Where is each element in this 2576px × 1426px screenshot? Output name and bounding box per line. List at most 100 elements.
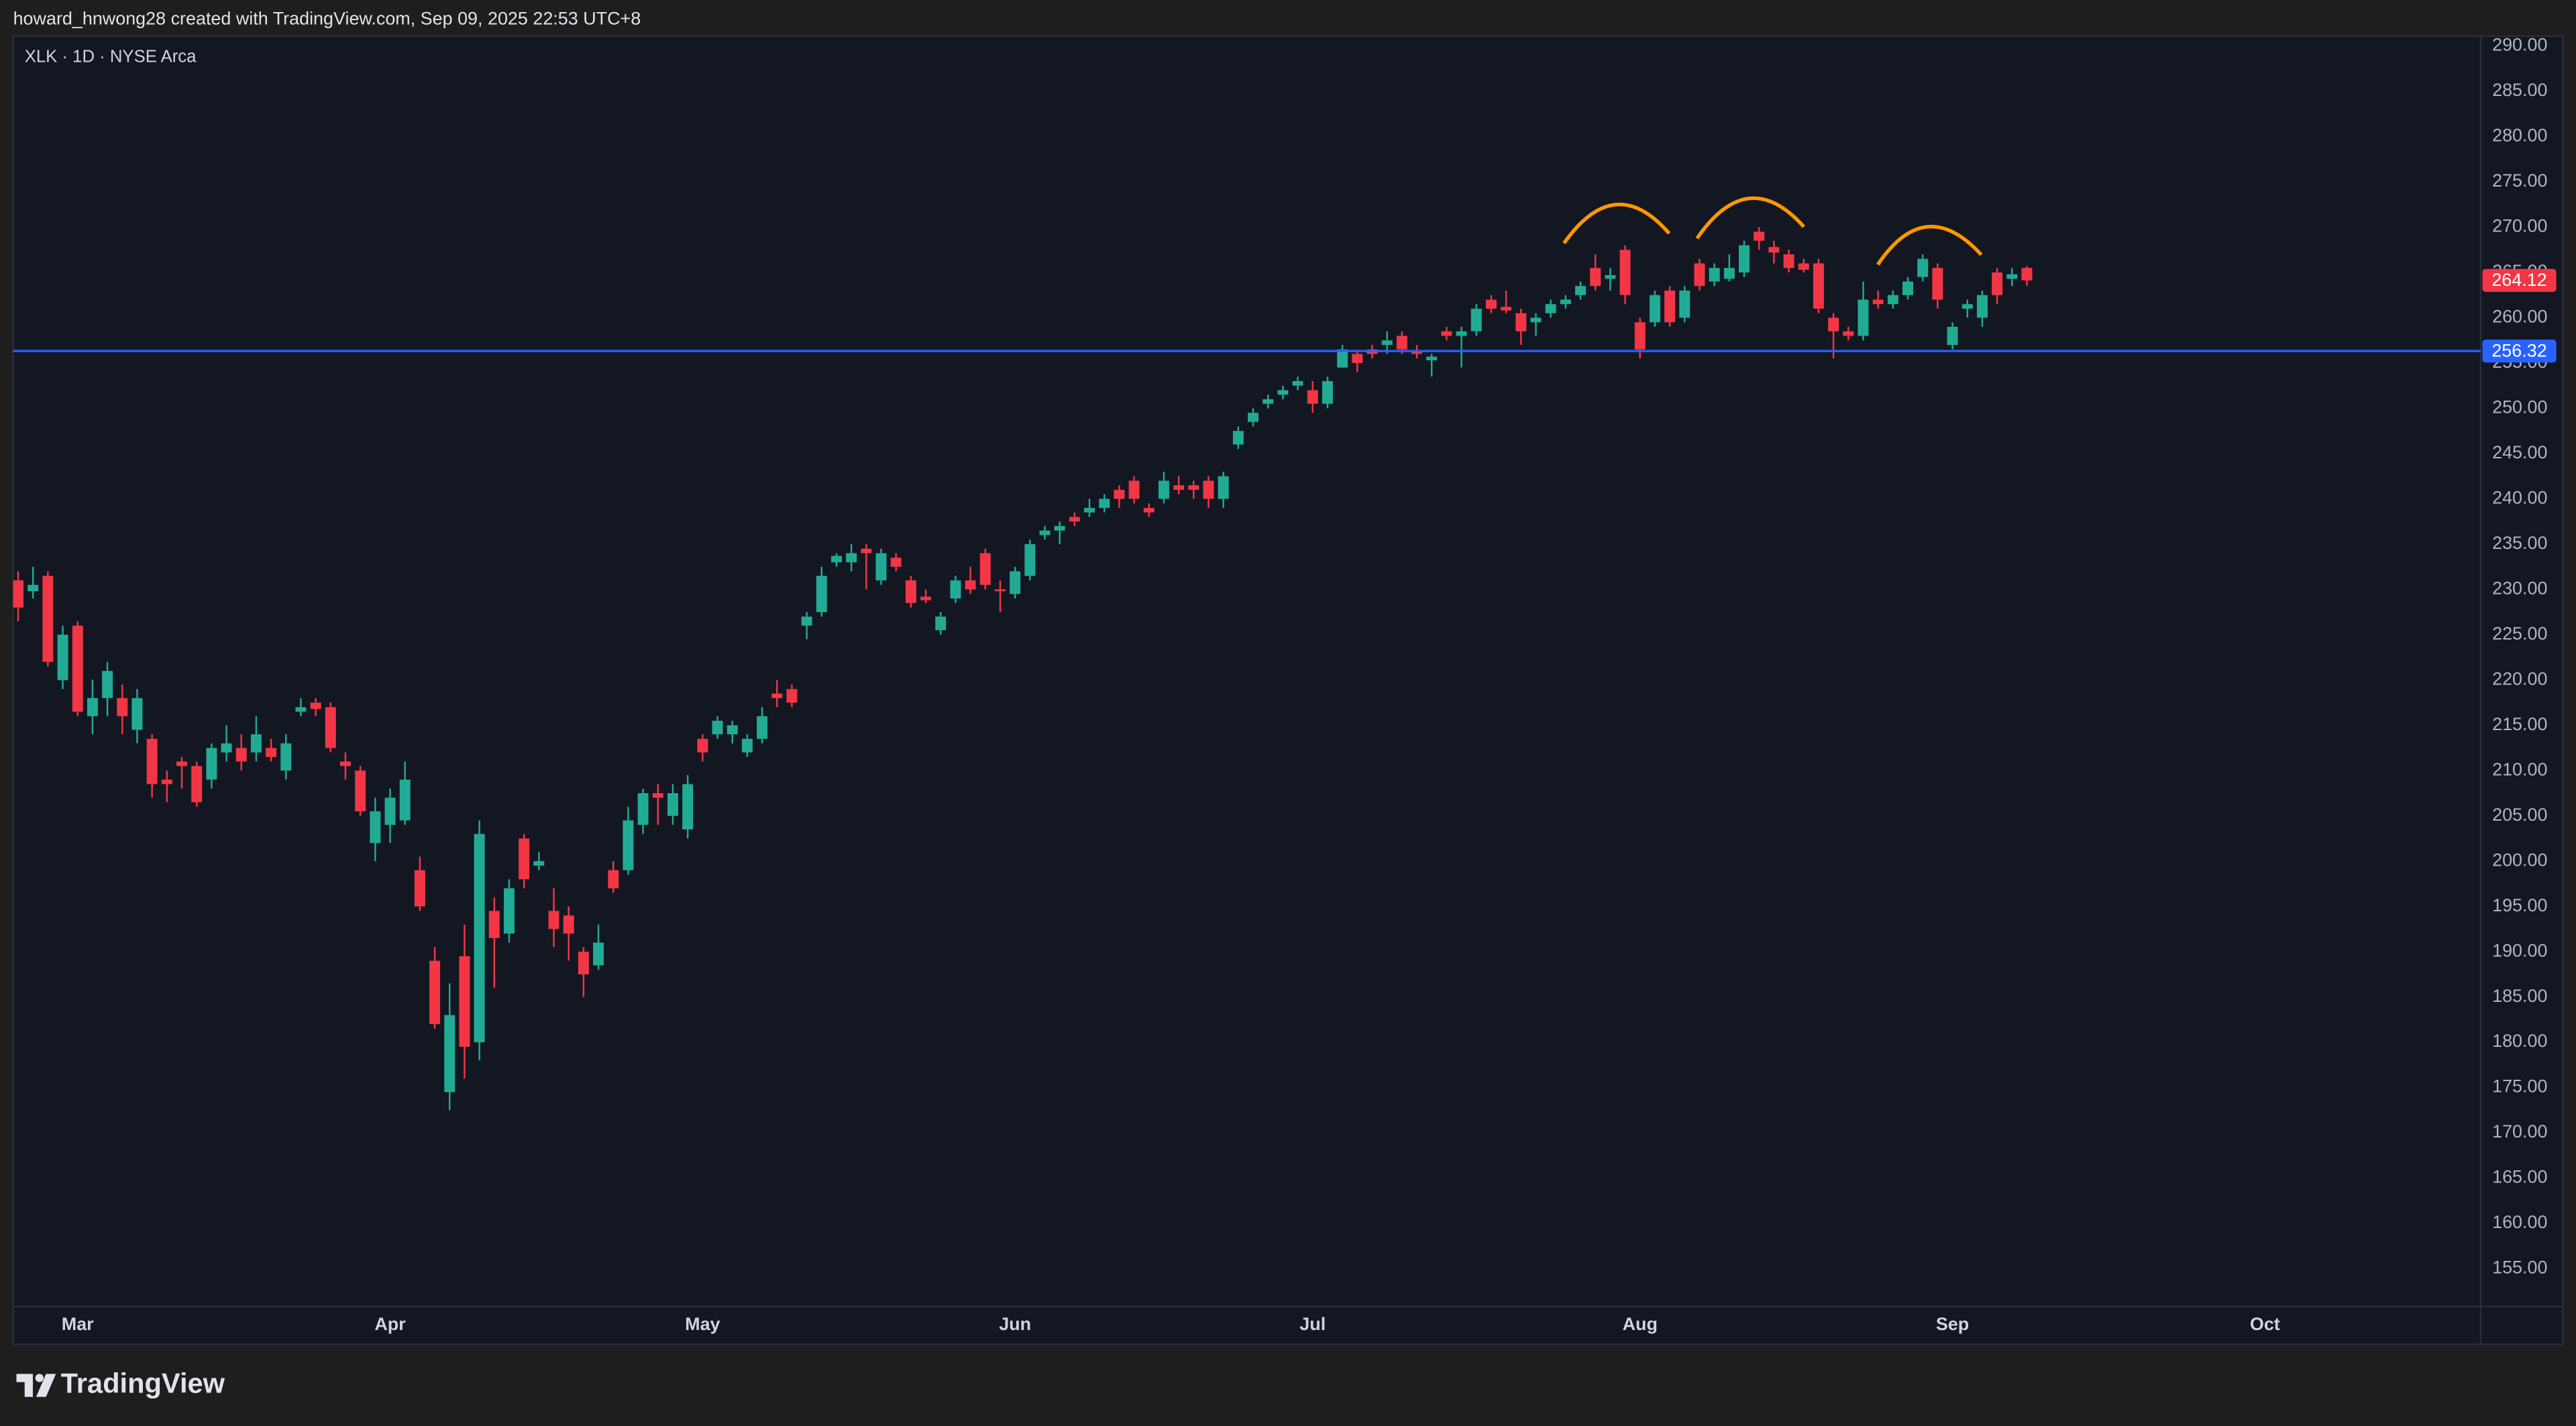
candle-body	[1694, 263, 1705, 287]
candle-body	[370, 811, 381, 844]
candle-body	[965, 580, 976, 590]
plot	[13, 196, 2481, 1111]
candle-body	[861, 548, 872, 554]
candle-body	[102, 670, 113, 699]
candle-body	[1381, 340, 1393, 345]
candle-body	[1203, 480, 1214, 499]
candle-body	[191, 766, 203, 803]
candle-body	[1530, 317, 1542, 323]
candle-body	[667, 793, 678, 816]
candle-body	[1515, 313, 1527, 332]
candle-body	[816, 576, 827, 613]
axes: 155.00 160.00 165.00 170.00 175.00 180.00 185.…	[62, 35, 2557, 1334]
candle-body	[1470, 308, 1482, 332]
y-tick-label: 175.00	[2492, 1076, 2547, 1097]
y-tick-label: 280.00	[2492, 125, 2547, 146]
candle-body	[1277, 390, 1289, 395]
chart-panel	[12, 35, 2564, 1345]
candle-body	[623, 820, 634, 870]
x-tick-label: Apr	[374, 1314, 406, 1334]
candle-body	[250, 734, 262, 753]
x-tick-label: Aug	[1623, 1314, 1658, 1334]
price-line-label-box	[2482, 339, 2557, 363]
candle-body	[1099, 499, 1110, 508]
candle-body	[771, 693, 783, 699]
candle-body	[890, 558, 902, 567]
candle-body	[935, 616, 947, 631]
candle-body	[2021, 268, 2033, 281]
candle-body	[2006, 274, 2018, 279]
candle-body	[280, 743, 292, 771]
attribution: howard_hnwong28 created with TradingView…	[13, 9, 641, 29]
candle-body	[1575, 286, 1586, 295]
y-tick-label: 155.00	[2492, 1258, 2547, 1278]
candle-body	[905, 580, 916, 603]
candle-body	[474, 833, 485, 1043]
x-tick-label: Jul	[1299, 1314, 1326, 1334]
candle-body	[830, 556, 842, 562]
candle-body	[1917, 258, 1929, 277]
candle-body	[1218, 476, 1229, 499]
candle-body	[414, 870, 425, 907]
candle-body	[429, 960, 441, 1025]
candle-body	[1322, 380, 1333, 404]
candle-body	[57, 634, 68, 680]
logo-dot	[35, 1374, 44, 1382]
candle-body	[1039, 530, 1051, 536]
x-tick-label: May	[685, 1314, 720, 1334]
candle-body	[1619, 250, 1631, 295]
candle-body	[1128, 480, 1140, 499]
candle-body	[1560, 299, 1571, 305]
y-tick-label: 210.00	[2492, 759, 2547, 779]
y-tick-label: 260.00	[2492, 307, 2547, 327]
candle-body	[1143, 507, 1155, 513]
candle-body	[1545, 304, 1556, 313]
candle-body	[578, 952, 589, 974]
last-price-label: 264.12	[2491, 270, 2546, 290]
brand: TradingView	[61, 1367, 225, 1398]
y-tick-label: 270.00	[2492, 216, 2547, 236]
candle-body	[846, 553, 857, 562]
candle-body	[1411, 352, 1423, 354]
candle-body	[1501, 307, 1512, 311]
candle-body	[117, 698, 128, 717]
y-tick-label: 250.00	[2492, 397, 2547, 417]
candle-body	[1426, 356, 1438, 360]
y-tick-label: 275.00	[2492, 170, 2547, 191]
candle-body	[355, 770, 366, 811]
x-tick-label: Jun	[999, 1314, 1031, 1334]
candle-body	[757, 716, 768, 740]
candle-body	[682, 784, 694, 829]
candle-body	[1709, 268, 1720, 282]
y-tick-label: 185.00	[2492, 986, 2547, 1006]
y-tick-label: 190.00	[2492, 940, 2547, 960]
candle-body	[340, 761, 351, 766]
candle-body	[1858, 299, 1869, 336]
drawing-arc	[1695, 196, 1805, 240]
candle-body	[712, 721, 723, 735]
candle-body	[697, 739, 708, 753]
candle-body	[1307, 390, 1318, 404]
candle-body	[399, 779, 411, 821]
candle-body	[652, 793, 663, 798]
candle-body	[28, 584, 39, 592]
candle-body	[444, 1015, 455, 1092]
candle-body	[1605, 275, 1616, 279]
candle-body	[1114, 489, 1125, 499]
candle-body	[325, 707, 336, 748]
candle-body	[1783, 254, 1794, 268]
chart-title: XLK · 1D · NYSE Arca	[25, 48, 197, 66]
y-tick-label: 230.00	[2492, 578, 2547, 598]
candle-body	[459, 956, 470, 1047]
y-tick-label: 290.00	[2492, 35, 2547, 55]
candle-body	[1024, 544, 1036, 576]
candle-body	[1768, 247, 1780, 253]
candle-body	[1084, 507, 1095, 513]
candle-body	[637, 793, 649, 825]
y-tick-label: 195.00	[2492, 895, 2547, 915]
candle-body	[1248, 413, 1259, 422]
candle-body	[1649, 295, 1660, 323]
candle-body	[1158, 480, 1169, 499]
candle-body	[1798, 263, 1809, 270]
